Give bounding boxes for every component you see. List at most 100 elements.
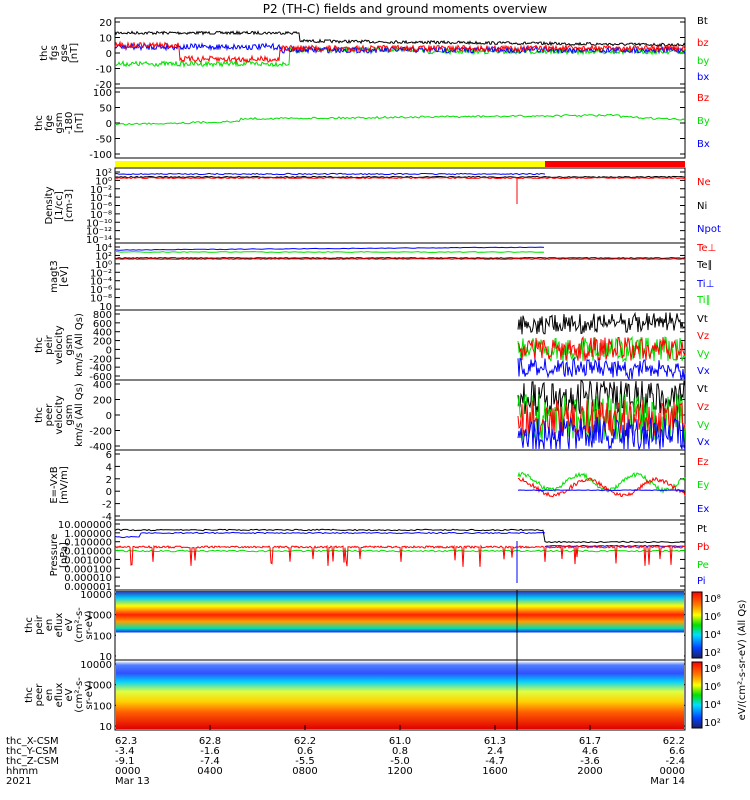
ytick-label: 200 [93, 337, 112, 348]
series-Pt [114, 528, 685, 544]
ylabel-line: fge [44, 115, 55, 131]
panel-ylabel-temperature: magt3[eV] [49, 260, 70, 293]
xaxis-value: 0000 [115, 766, 140, 777]
legend-density-2: Npot [697, 224, 721, 235]
panel-ylabel-fgs: thcfgsgse[nT] [39, 43, 80, 63]
panel-ylabel-peir_velocity: thcpeirvelocitygsmkm/s (All Qs) [34, 313, 85, 377]
ytick-label: 10 [99, 652, 112, 663]
series-Vt-peer_velocity [517, 380, 686, 416]
ylabel-line: E=-VxB [49, 466, 60, 503]
ylabel-line: eflux [54, 683, 65, 708]
legend-temperature-0: Te⊥ [696, 243, 716, 254]
legend-peir_velocity-3: Vx [697, 366, 710, 377]
ytick-label: 10⁻⁸ [90, 294, 112, 305]
ytick-label: 10² [95, 168, 112, 179]
ytick-label: -100 [89, 150, 112, 161]
ytick-label: 0 [106, 487, 112, 498]
ytick-label: 100 [93, 88, 112, 99]
xaxis-value: 6.6 [669, 746, 685, 757]
ytick-label: 2 [106, 475, 112, 486]
ylabel-line: (cm²-s- [74, 677, 85, 713]
legend-fgs-3: bx [697, 72, 709, 83]
ytick-label: 600 [93, 319, 112, 330]
xaxis-value: -4.7 [485, 756, 505, 767]
ylabel-line: velocity [54, 325, 65, 364]
ytick-label: 0.000100 [64, 564, 112, 575]
ytick-label: 10⁻⁴ [90, 277, 112, 288]
xaxis-value: 61.3 [484, 736, 506, 747]
xaxis-value: -3.6 [580, 756, 600, 767]
xaxis-row-label: 2021 [6, 776, 31, 787]
ylabel-line: eV [64, 618, 75, 631]
series-Ti-par [115, 251, 545, 253]
ytick-label: 10 [99, 302, 112, 313]
legend-temperature-2: Ti⊥ [696, 279, 714, 290]
xaxis-value: 0400 [197, 766, 222, 777]
xaxis-value: Mar 13 [115, 776, 150, 787]
ylabel-line: en [44, 619, 55, 632]
legend-peer_velocity-1: Vz [697, 402, 709, 413]
ylabel-line: thc [39, 45, 50, 61]
series-Ey [517, 471, 686, 494]
spectrogram-peer_eflux [116, 661, 684, 729]
colorbar-label: eV/(cm²-s-sr-eV) (All Qs) [737, 600, 748, 721]
ytick-label: 0.001000 [64, 555, 112, 566]
colorbar-tick: 10⁴ [704, 630, 721, 641]
panel-frame-fge [114, 87, 686, 159]
ytick-label: 10⁴ [95, 243, 112, 254]
series-Ez [517, 476, 686, 498]
legend-density-1: Ni [697, 201, 707, 212]
legend-peer_velocity-2: Vy [697, 420, 710, 431]
ytick-label: -400 [89, 363, 112, 374]
ylabel-line: peer [44, 403, 55, 427]
ytick-label: 100 [93, 701, 112, 712]
ytick-label: 800 [93, 310, 112, 321]
legend-fgs-0: Bt [697, 16, 708, 27]
ytick-label: 400 [93, 328, 112, 339]
colorbar-tick: 10² [704, 718, 721, 729]
ytick-label: 0 [106, 345, 112, 356]
ylabel-line: gsm [54, 112, 65, 133]
ytick-label: 1.000000 [64, 529, 112, 540]
ytick-label: -2 [102, 500, 112, 511]
panel-frame-temperature [114, 242, 686, 311]
ytick-label: 6 [106, 450, 112, 461]
ytick-label: 10⁻² [90, 185, 112, 196]
xaxis-value: 0.8 [392, 746, 408, 757]
xaxis-value: -7.4 [200, 756, 220, 767]
series-bz [114, 40, 686, 64]
ylabel-line: sr-eV) [84, 680, 95, 709]
ylabel-line: km/s (All Qs) [74, 313, 85, 377]
series-Npot [114, 172, 546, 176]
legend-pressure-1: Pb [697, 542, 709, 553]
xaxis-value: 2.4 [487, 746, 503, 757]
panel-ylabel-efield: E=-VxB[mV/m] [49, 466, 70, 504]
xaxis-value: 0.6 [297, 746, 313, 757]
ytick-label: 10⁰ [95, 176, 112, 187]
ytick-label: -50 [96, 135, 112, 146]
ytick-label: 10⁻¹² [86, 227, 112, 238]
xaxis-value: -1.6 [200, 746, 220, 757]
legend-peir_velocity-2: Vy [697, 349, 710, 360]
panels-group: thcfgsgse[nT]20100-10-20Btbzbybxthcfgegs… [24, 16, 748, 733]
ylabel-line: thc [24, 687, 35, 703]
xaxis-value: 62.2 [294, 736, 316, 747]
panel-ylabel-peer_eflux: thcpeerenefluxeV(cm²-s-sr-eV) [24, 677, 95, 713]
series-Bt [114, 29, 686, 48]
xaxis-value: -2.4 [665, 756, 685, 767]
colorbar-peir [691, 591, 703, 659]
ytick-label: 10 [99, 34, 112, 45]
ylabel-line: thc [34, 407, 45, 423]
ytick-label: 10⁻² [90, 268, 112, 279]
ylabel-line: gse [59, 44, 70, 62]
legend-pressure-2: Pe [697, 560, 709, 571]
series-Vx-peir_velocity [517, 356, 686, 381]
ytick-label: 100 [93, 631, 112, 642]
ylabel-line: (cm²-s- [74, 607, 85, 643]
ylabel-line: en [44, 689, 55, 702]
ylabel-line: [eV] [59, 266, 70, 287]
ylabel-line: eV [64, 688, 75, 701]
ytick-label: 0 [106, 49, 112, 60]
ytick-label: 10 [99, 722, 112, 733]
ylabel-line: [nT] [74, 113, 85, 133]
